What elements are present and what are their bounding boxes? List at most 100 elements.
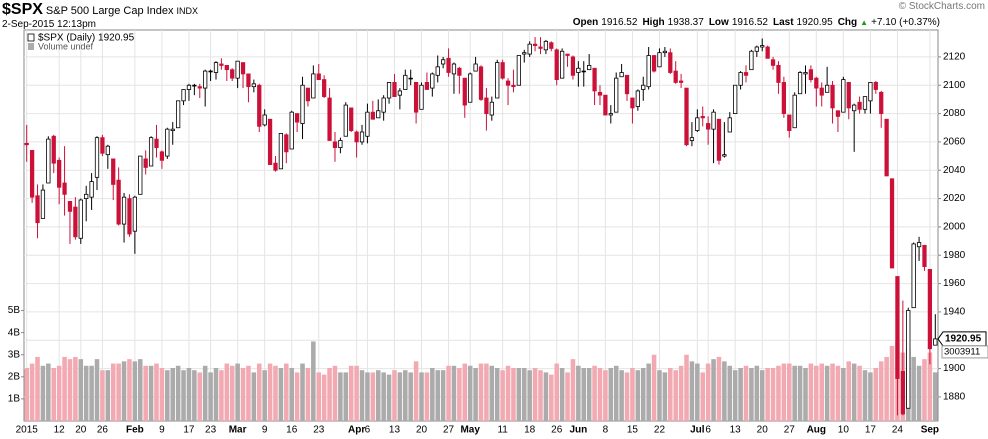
volume-bar	[830, 363, 835, 421]
candle-body	[219, 63, 224, 66]
candle-body	[635, 90, 640, 107]
y-tick-label: 1960	[943, 278, 966, 289]
volume-bar	[543, 372, 549, 421]
candle-body	[349, 107, 354, 131]
candle-body	[316, 73, 321, 80]
candle-body	[916, 242, 922, 248]
volume-bar	[808, 363, 814, 421]
candle-body	[489, 101, 494, 116]
volume-bar	[640, 367, 646, 421]
volume-bar	[678, 365, 684, 421]
volume-bar	[716, 356, 722, 421]
candle-body	[165, 128, 170, 157]
volume-bar	[781, 363, 787, 421]
candle-body	[354, 131, 359, 143]
volume-tag: 3003911	[944, 346, 980, 357]
x-tick-label: 17	[183, 425, 195, 436]
x-tick-label: 26	[551, 425, 563, 436]
candle-body	[138, 155, 143, 195]
candle-body	[370, 111, 375, 120]
x-tick-label: 20	[416, 425, 428, 436]
volume-bar	[132, 361, 138, 421]
candle-body	[765, 46, 770, 59]
candle-body	[224, 65, 229, 71]
candle-body	[289, 111, 294, 150]
candle-body	[51, 135, 56, 164]
candle-body	[884, 118, 889, 177]
candle-body	[711, 111, 716, 130]
candle-body	[824, 84, 830, 93]
candle-body	[273, 162, 278, 171]
candle-body	[73, 206, 78, 238]
volume-bar	[824, 365, 830, 421]
volume-bar	[511, 367, 516, 421]
candle-body	[760, 45, 765, 48]
candle-body	[549, 42, 554, 49]
candle-body	[511, 84, 516, 88]
candle-body	[570, 56, 576, 76]
volume-bar	[597, 367, 603, 421]
candle-body	[451, 63, 457, 75]
volume-bar	[868, 372, 873, 421]
volume-bar	[695, 363, 700, 421]
index-name: S&P 500 Large Cap Index	[45, 5, 174, 17]
volume-bar	[927, 352, 933, 421]
volume-bar	[500, 370, 505, 421]
volume-bar	[430, 367, 435, 421]
quote-label: Last	[772, 17, 794, 28]
volume-bar	[273, 365, 278, 421]
volume-bar	[889, 345, 895, 421]
volume-bar	[613, 365, 619, 421]
volume-bar	[154, 363, 159, 421]
candle-body	[40, 189, 46, 219]
candle-body	[251, 83, 256, 88]
volume-bar	[305, 367, 311, 421]
candle-body	[343, 104, 348, 137]
volume-bar	[651, 354, 657, 421]
candle-body	[311, 73, 316, 99]
candle-body	[57, 159, 62, 188]
volume-bar	[841, 367, 846, 421]
volume-bar	[705, 363, 711, 421]
candle-body	[441, 59, 446, 65]
volume-bar	[284, 363, 289, 421]
volume-bar	[24, 367, 29, 421]
volume-bar	[565, 372, 570, 421]
y-tick-label: 2100	[943, 80, 966, 91]
volume-bar	[381, 372, 386, 421]
volume-bar	[538, 370, 543, 421]
candle-body	[532, 43, 538, 46]
volume-bar	[110, 363, 116, 421]
x-tick-label: 15	[627, 425, 639, 436]
volume-bar	[403, 370, 408, 421]
volume-bar	[765, 367, 770, 421]
legend-icon	[28, 43, 34, 50]
volume-bar	[467, 365, 473, 421]
candle-body	[29, 150, 35, 198]
candle-body	[879, 91, 884, 114]
candle-body	[392, 82, 397, 97]
candle-body	[522, 52, 527, 55]
volume-bar	[911, 356, 916, 421]
candle-body	[159, 151, 165, 161]
candle-body	[148, 137, 154, 167]
volume-bar	[354, 365, 359, 421]
candle-body	[673, 70, 678, 83]
legend-icon	[27, 33, 35, 42]
candle-body	[554, 49, 559, 80]
candle-body	[624, 74, 630, 95]
x-tick-label: 24	[892, 425, 904, 436]
volume-bar	[884, 356, 889, 421]
candle-body	[419, 84, 424, 110]
y2-tick-label: 1B	[8, 394, 21, 405]
volume-bar	[451, 365, 457, 421]
volume-bar	[873, 367, 879, 421]
candle-body	[424, 82, 430, 90]
legend-label: $SPX (Daily) 1920.95	[38, 33, 135, 44]
candle-body	[478, 66, 484, 100]
volume-bar	[662, 372, 668, 421]
y-tick-label: 2060	[943, 137, 966, 148]
candle-body	[116, 179, 121, 225]
